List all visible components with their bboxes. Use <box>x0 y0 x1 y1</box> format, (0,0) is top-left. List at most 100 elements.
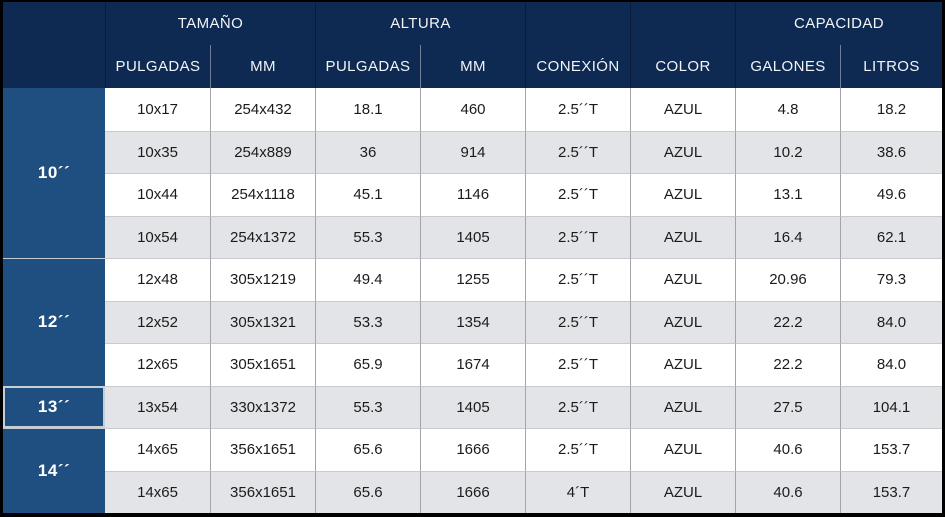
table-cell: 10x17 <box>105 88 210 131</box>
table-cell: 49.4 <box>315 258 420 301</box>
table-cell: 49.6 <box>840 173 942 216</box>
table-cell: 84.0 <box>840 300 942 343</box>
table-cell: 1255 <box>420 258 525 301</box>
table-cell: 40.6 <box>735 428 840 471</box>
table-cell: 305x1219 <box>210 258 315 301</box>
table-cell: AZUL <box>630 173 735 216</box>
table-cell: 356x1651 <box>210 470 315 513</box>
table-cell: 2.5´´T <box>525 88 630 131</box>
table-cell: 2.5´´T <box>525 130 630 173</box>
table-cell: AZUL <box>630 88 735 131</box>
table-cell: 153.7 <box>840 470 942 513</box>
table-cell: 13.1 <box>735 173 840 216</box>
table-cell: 45.1 <box>315 173 420 216</box>
table-cell: 1146 <box>420 173 525 216</box>
table-cell: 20.96 <box>735 258 840 301</box>
table-cell: 12x48 <box>105 258 210 301</box>
table-cell: AZUL <box>630 385 735 428</box>
header-spacer-color <box>630 2 735 45</box>
row-group-label: 10´´ <box>3 88 105 258</box>
table-cell: 22.2 <box>735 343 840 386</box>
column-group-header-altura: ALTURA <box>315 2 525 45</box>
table-cell: 254x1372 <box>210 215 315 258</box>
table-cell: 10x54 <box>105 215 210 258</box>
table-cell: 104.1 <box>840 385 942 428</box>
table-cell: 40.6 <box>735 470 840 513</box>
column-header-conexion: CONEXIÓN <box>525 45 630 88</box>
table-cell: 1666 <box>420 428 525 471</box>
table-cell: 65.9 <box>315 343 420 386</box>
table-cell: 4.8 <box>735 88 840 131</box>
row-group-label: 13´´ <box>3 385 105 428</box>
table-cell: 53.3 <box>315 300 420 343</box>
table-cell: 4´T <box>525 470 630 513</box>
row-group-label: 12´´ <box>3 258 105 386</box>
table-cell: 84.0 <box>840 343 942 386</box>
table-cell: 14x65 <box>105 428 210 471</box>
table-cell: 12x52 <box>105 300 210 343</box>
table-cell: 2.5´´T <box>525 215 630 258</box>
column-header-color: COLOR <box>630 45 735 88</box>
table-cell: 1405 <box>420 385 525 428</box>
table-cell: AZUL <box>630 258 735 301</box>
header-corner-spacer <box>3 2 105 88</box>
table-cell: AZUL <box>630 343 735 386</box>
spec-table: TAMAÑO ALTURA CAPACIDAD PULGADAS MM PULG… <box>3 2 942 513</box>
header-spacer-conexion <box>525 2 630 45</box>
table-cell: 2.5´´T <box>525 343 630 386</box>
table-cell: 305x1321 <box>210 300 315 343</box>
table-cell: 36 <box>315 130 420 173</box>
table-cell: 22.2 <box>735 300 840 343</box>
table-cell: 254x432 <box>210 88 315 131</box>
column-header-galones: GALONES <box>735 45 840 88</box>
table-cell: AZUL <box>630 470 735 513</box>
table-cell: 27.5 <box>735 385 840 428</box>
row-group-label: 14´´ <box>3 428 105 513</box>
table-cell: 1354 <box>420 300 525 343</box>
column-header-pulgadas-tamano: PULGADAS <box>105 45 210 88</box>
column-group-header-tamano: TAMAÑO <box>105 2 315 45</box>
table-cell: 1666 <box>420 470 525 513</box>
table-cell: 14x65 <box>105 470 210 513</box>
table-cell: 10x44 <box>105 173 210 216</box>
column-group-header-capacidad: CAPACIDAD <box>735 2 942 45</box>
table-cell: 2.5´´T <box>525 385 630 428</box>
table-cell: 356x1651 <box>210 428 315 471</box>
table-cell: 153.7 <box>840 428 942 471</box>
table-cell: 65.6 <box>315 428 420 471</box>
table-cell: 330x1372 <box>210 385 315 428</box>
column-header-mm-altura: MM <box>420 45 525 88</box>
table-cell: 18.1 <box>315 88 420 131</box>
column-header-mm-tamano: MM <box>210 45 315 88</box>
table-cell: 65.6 <box>315 470 420 513</box>
table-cell: AZUL <box>630 130 735 173</box>
table-cell: 55.3 <box>315 385 420 428</box>
table-cell: 2.5´´T <box>525 300 630 343</box>
table-cell: 79.3 <box>840 258 942 301</box>
table-cell: 13x54 <box>105 385 210 428</box>
table-cell: 1405 <box>420 215 525 258</box>
table-cell: 1674 <box>420 343 525 386</box>
column-header-pulgadas-altura: PULGADAS <box>315 45 420 88</box>
table-cell: 10.2 <box>735 130 840 173</box>
table-cell: 62.1 <box>840 215 942 258</box>
table-cell: 2.5´´T <box>525 428 630 471</box>
table-cell: 38.6 <box>840 130 942 173</box>
table-cell: 55.3 <box>315 215 420 258</box>
table-cell: 254x889 <box>210 130 315 173</box>
table-cell: 460 <box>420 88 525 131</box>
table-cell: 12x65 <box>105 343 210 386</box>
table-cell: 2.5´´T <box>525 258 630 301</box>
table-cell: 18.2 <box>840 88 942 131</box>
table-cell: AZUL <box>630 428 735 471</box>
table-cell: AZUL <box>630 300 735 343</box>
column-header-litros: LITROS <box>840 45 942 88</box>
table-cell: 914 <box>420 130 525 173</box>
table-cell: AZUL <box>630 215 735 258</box>
table-cell: 2.5´´T <box>525 173 630 216</box>
table-cell: 305x1651 <box>210 343 315 386</box>
table-cell: 10x35 <box>105 130 210 173</box>
table-cell: 16.4 <box>735 215 840 258</box>
table-cell: 254x1118 <box>210 173 315 216</box>
